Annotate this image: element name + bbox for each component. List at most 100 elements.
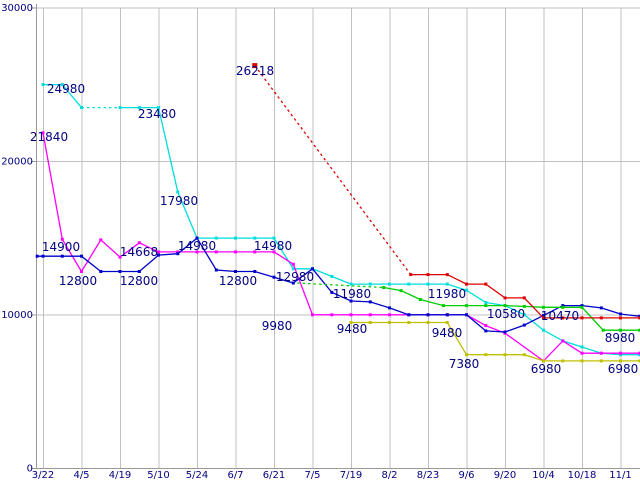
magenta-series-marker: [368, 313, 372, 317]
magenta-series-marker: [137, 241, 141, 245]
cyan-series-marker: [214, 236, 218, 240]
cyan-series-marker: [445, 282, 449, 286]
price-label: 12800: [219, 274, 257, 288]
price-label: 12800: [59, 274, 97, 288]
cyan-series-marker: [426, 282, 430, 286]
magenta-series-marker: [599, 351, 603, 355]
y-tick-label: 30000: [1, 3, 33, 14]
blue-series-marker: [484, 329, 488, 333]
olive-series-marker: [503, 353, 507, 357]
blue-series-marker: [330, 290, 334, 294]
cyan-series-marker: [157, 106, 160, 110]
magenta-series-marker: [330, 313, 334, 317]
blue-series-marker: [542, 313, 545, 317]
x-tick-label: 3/22: [32, 470, 54, 480]
magenta-series-marker: [157, 250, 160, 254]
price-label: 10580: [487, 307, 525, 321]
cyan-series-marker: [465, 288, 468, 292]
red-series-marker: [484, 282, 488, 286]
y-tick-label: 10000: [1, 310, 33, 321]
green-series-marker: [580, 305, 584, 309]
price-label: 11980: [333, 287, 371, 301]
green-series-marker: [484, 304, 488, 308]
green-series-marker: [465, 304, 468, 308]
magenta-series-marker: [253, 250, 257, 254]
cyan-series-marker: [137, 106, 141, 110]
red-series-marker: [542, 316, 545, 320]
blue-series-marker: [426, 313, 430, 317]
magenta-series-marker: [388, 313, 391, 317]
blue-series-marker: [35, 254, 39, 258]
magenta-series-marker: [638, 351, 640, 355]
red-series-marker: [580, 316, 584, 320]
magenta-series-marker: [619, 351, 622, 355]
olive-series-marker: [484, 353, 488, 357]
blue-series-marker: [445, 313, 449, 317]
blue-series-marker: [195, 236, 199, 240]
cyan-series-marker: [253, 236, 257, 240]
x-tick-label: 10/18: [568, 470, 597, 480]
olive-series-marker: [638, 359, 640, 363]
blue-series-marker: [407, 313, 411, 317]
x-tick-label: 8/2: [381, 470, 397, 480]
magenta-series-marker: [60, 237, 64, 241]
blue-series-marker: [522, 323, 526, 327]
blue-series-marker: [291, 281, 295, 285]
price-label: 11980: [428, 287, 466, 301]
cyan-series-marker: [349, 282, 353, 286]
cyan-series-marker: [368, 282, 372, 286]
cyan-series-marker: [407, 282, 411, 286]
price-label: 24980: [47, 82, 85, 96]
cyan-series-marker: [542, 328, 545, 332]
olive-series-marker: [349, 321, 353, 324]
blue-series-marker: [368, 300, 372, 304]
x-tick-label: 10/4: [532, 470, 554, 480]
olive-series-marker: [522, 353, 526, 357]
x-tick-label: 6/21: [263, 470, 285, 480]
green-series-marker: [561, 305, 565, 309]
blue-series-marker: [99, 270, 103, 273]
olive-series-marker: [561, 359, 565, 363]
price-label: 21840: [30, 130, 68, 144]
blue-series-marker: [137, 270, 141, 273]
green-series-marker: [382, 286, 386, 289]
price-label: 12980: [276, 270, 314, 284]
price-label: 12800: [120, 274, 158, 288]
magenta-series-marker: [41, 131, 45, 135]
cyan-series-marker: [484, 301, 488, 304]
cyan-series-marker: [291, 267, 295, 271]
blue-series-marker: [60, 254, 64, 258]
red-series-marker: [465, 282, 468, 286]
magenta-series-marker: [484, 324, 488, 328]
red-series-marker: [426, 273, 430, 277]
cyan-series-line: [120, 106, 640, 356]
red-series-marker: [252, 63, 258, 69]
x-tick-label: 9/20: [494, 470, 516, 480]
olive-series-marker: [580, 359, 584, 363]
cyan-series-marker: [176, 190, 180, 194]
x-tick-label: 5/24: [186, 470, 208, 480]
green-series-marker: [399, 289, 403, 293]
blue-series-marker: [234, 270, 237, 273]
red-series-marker: [503, 296, 507, 300]
green-series-marker: [418, 298, 422, 301]
green-series-marker: [601, 328, 605, 332]
blue-series-marker: [311, 267, 314, 271]
blue-series-marker: [349, 299, 353, 303]
magenta-series-marker: [311, 313, 314, 317]
price-label: 7380: [449, 357, 480, 371]
y-tick-label: 20000: [1, 157, 33, 168]
blue-series-marker: [176, 252, 180, 256]
magenta-series-marker: [118, 255, 122, 259]
blue-series-marker: [118, 270, 122, 273]
olive-series-marker: [542, 359, 545, 363]
magenta-series-marker: [80, 270, 83, 273]
price-label: 6980: [608, 362, 639, 376]
red-series-marker: [638, 316, 640, 320]
blue-series-marker: [388, 306, 391, 310]
blue-series-marker: [41, 254, 45, 258]
red-series-marker: [561, 316, 565, 320]
x-tick-label: 9/6: [458, 470, 474, 480]
